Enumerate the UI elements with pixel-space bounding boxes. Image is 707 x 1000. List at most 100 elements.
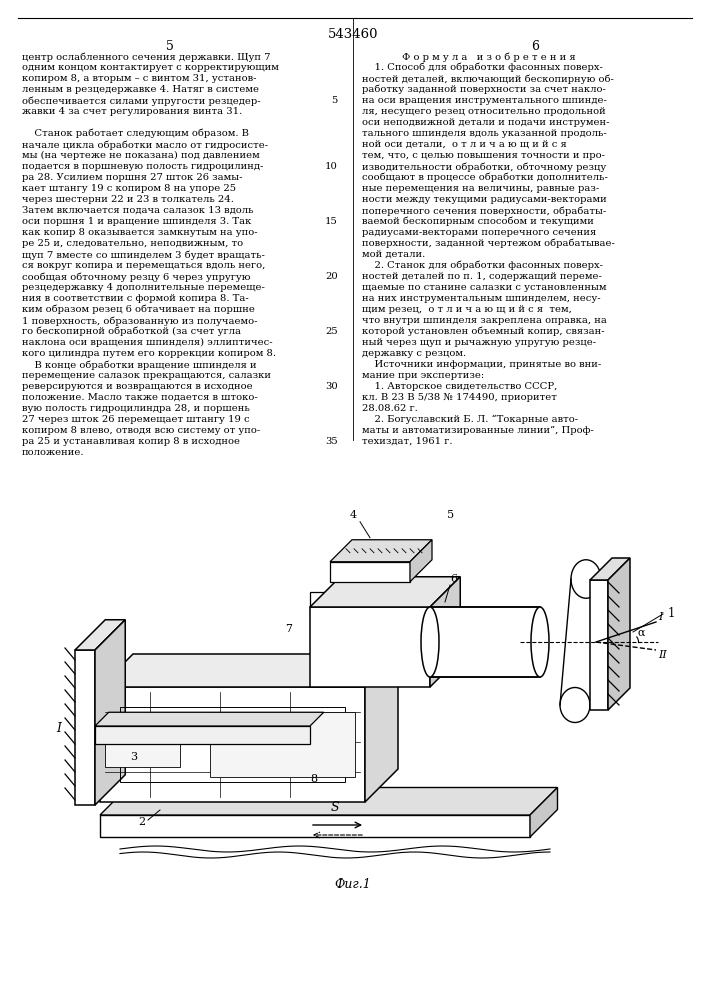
Polygon shape bbox=[75, 650, 95, 805]
Ellipse shape bbox=[421, 607, 439, 677]
Text: I: I bbox=[658, 612, 662, 622]
Text: кл. В 23 В 5/38 № 174490, приоритет: кл. В 23 В 5/38 № 174490, приоритет bbox=[362, 393, 557, 402]
Polygon shape bbox=[310, 592, 365, 617]
Text: 35: 35 bbox=[325, 437, 338, 446]
Text: 3: 3 bbox=[130, 752, 137, 762]
Polygon shape bbox=[95, 712, 324, 726]
Polygon shape bbox=[310, 607, 430, 687]
Text: поверхности, заданной чертежом обрабатывае-: поверхности, заданной чертежом обрабатыв… bbox=[362, 239, 615, 248]
Text: Затем включается подача салазок 13 вдоль: Затем включается подача салазок 13 вдоль bbox=[22, 206, 254, 215]
Ellipse shape bbox=[571, 560, 601, 598]
Text: копиром 8 влево, отводя всю систему от упо-: копиром 8 влево, отводя всю систему от у… bbox=[22, 426, 260, 435]
Text: щим резец,  о т л и ч а ю щ и й с я  тем,: щим резец, о т л и ч а ю щ и й с я тем, bbox=[362, 305, 572, 314]
Text: тем, что, с целью повышения точности и про-: тем, что, с целью повышения точности и п… bbox=[362, 151, 605, 160]
Text: Источники информации, принятые во вни-: Источники информации, принятые во вни- bbox=[362, 360, 601, 369]
Text: радиусами-векторами поперечного сечения: радиусами-векторами поперечного сечения bbox=[362, 228, 596, 237]
Text: мы (на чертеже не показана) под давлением: мы (на чертеже не показана) под давление… bbox=[22, 151, 259, 160]
Text: сообщают в процессе обработки дополнитель-: сообщают в процессе обработки дополнител… bbox=[362, 173, 608, 182]
Text: резцедержавку 4 дополнительные перемеще-: резцедержавку 4 дополнительные перемеще- bbox=[22, 283, 265, 292]
Text: ля, несущего резец относительно продольной: ля, несущего резец относительно продольн… bbox=[362, 107, 606, 116]
Text: на них инструментальным шпинделем, несу-: на них инструментальным шпинделем, несу- bbox=[362, 294, 601, 303]
Text: 15: 15 bbox=[325, 217, 338, 226]
Polygon shape bbox=[590, 558, 630, 580]
Text: ким образом резец 6 обтачивает на поршне: ким образом резец 6 обтачивает на поршне bbox=[22, 305, 255, 314]
Text: державку с резцом.: державку с резцом. bbox=[362, 349, 466, 358]
Text: начале цикла обработки масло от гидросисте-: начале цикла обработки масло от гидросис… bbox=[22, 140, 268, 149]
Text: 6: 6 bbox=[450, 574, 457, 584]
Text: перемещение салазок прекращаются, салазки: перемещение салазок прекращаются, салазк… bbox=[22, 371, 271, 380]
Text: сообщая обточному резцу 6 через упругую: сообщая обточному резцу 6 через упругую bbox=[22, 272, 250, 282]
Text: что внутри шпинделя закреплена оправка, на: что внутри шпинделя закреплена оправка, … bbox=[362, 316, 607, 325]
Polygon shape bbox=[100, 788, 558, 815]
Text: которой установлен объемный копир, связан-: которой установлен объемный копир, связа… bbox=[362, 327, 604, 336]
Text: 2: 2 bbox=[138, 817, 145, 827]
Polygon shape bbox=[330, 562, 410, 582]
Text: щаемые по станине салазки с установленным: щаемые по станине салазки с установленны… bbox=[362, 283, 607, 292]
Text: оси поршня 1 и вращение шпинделя 3. Так: оси поршня 1 и вращение шпинделя 3. Так bbox=[22, 217, 252, 226]
Text: копиром 8, а вторым – с винтом 31, установ-: копиром 8, а вторым – с винтом 31, устан… bbox=[22, 74, 257, 83]
Polygon shape bbox=[310, 577, 460, 607]
Polygon shape bbox=[430, 607, 540, 677]
Text: ния в соответствии с формой копира 8. Та-: ния в соответствии с формой копира 8. Та… bbox=[22, 294, 249, 303]
Polygon shape bbox=[105, 722, 180, 767]
Polygon shape bbox=[210, 712, 355, 777]
Text: 10: 10 bbox=[325, 162, 338, 171]
Text: 1. Авторское свидетельство СССР,: 1. Авторское свидетельство СССР, bbox=[362, 382, 557, 391]
Text: ный через щуп и рычажную упругую резце-: ный через щуп и рычажную упругую резце- bbox=[362, 338, 596, 347]
Text: одним концом контактирует с корректирующим: одним концом контактирует с корректирующ… bbox=[22, 63, 279, 72]
Text: техиздат, 1961 г.: техиздат, 1961 г. bbox=[362, 437, 452, 446]
Text: на оси вращения инструментального шпинде-: на оси вращения инструментального шпинде… bbox=[362, 96, 607, 105]
Polygon shape bbox=[95, 620, 125, 805]
Ellipse shape bbox=[560, 688, 590, 722]
Text: наклона оси вращения шпинделя) эллиптичес-: наклона оси вращения шпинделя) эллиптиче… bbox=[22, 338, 273, 347]
Text: тального шпинделя вдоль указанной продоль-: тального шпинделя вдоль указанной продол… bbox=[362, 129, 607, 138]
Polygon shape bbox=[95, 726, 310, 744]
Text: В конце обработки вращение шпинделя и: В конце обработки вращение шпинделя и bbox=[22, 360, 257, 369]
Text: ленным в резцедержавке 4. Натяг в системе: ленным в резцедержавке 4. Натяг в систем… bbox=[22, 85, 259, 94]
Text: 8: 8 bbox=[310, 774, 317, 784]
Text: поперечного сечения поверхности, обрабаты-: поперечного сечения поверхности, обрабат… bbox=[362, 206, 606, 216]
Text: 1. Способ для обработки фасонных поверх-: 1. Способ для обработки фасонных поверх- bbox=[362, 63, 603, 73]
Text: 30: 30 bbox=[325, 382, 338, 391]
Text: 5: 5 bbox=[166, 40, 174, 53]
Text: 20: 20 bbox=[325, 272, 338, 281]
Text: ра 28. Усилием поршня 27 шток 26 замы-: ра 28. Усилием поршня 27 шток 26 замы- bbox=[22, 173, 243, 182]
Text: го бескопирной обработкой (за счет угла: го бескопирной обработкой (за счет угла bbox=[22, 327, 241, 336]
Text: подается в поршневую полость гидроцилинд-: подается в поршневую полость гидроцилинд… bbox=[22, 162, 264, 171]
Text: 27 через шток 26 перемещает штангу 19 с: 27 через шток 26 перемещает штангу 19 с bbox=[22, 415, 250, 424]
Text: ностей деталей по п. 1, содержащий переме-: ностей деталей по п. 1, содержащий перем… bbox=[362, 272, 602, 281]
Text: S: S bbox=[331, 801, 339, 814]
Text: оси неподвижной детали и подачи инструмен-: оси неподвижной детали и подачи инструме… bbox=[362, 118, 609, 127]
Polygon shape bbox=[100, 815, 530, 837]
Text: II: II bbox=[658, 650, 667, 660]
Text: щуп 7 вместе со шпинделем 3 будет вращать-: щуп 7 вместе со шпинделем 3 будет вращат… bbox=[22, 250, 265, 259]
Polygon shape bbox=[75, 620, 125, 650]
Text: I: I bbox=[57, 722, 62, 734]
Text: 1 поверхность, образованную из получаемо-: 1 поверхность, образованную из получаемо… bbox=[22, 316, 257, 326]
Text: мой детали.: мой детали. bbox=[362, 250, 425, 259]
Polygon shape bbox=[608, 558, 630, 710]
Text: 2. Станок для обработки фасонных поверх-: 2. Станок для обработки фасонных поверх- bbox=[362, 261, 603, 270]
Text: обеспечивается силами упругости резцедер-: обеспечивается силами упругости резцедер… bbox=[22, 96, 261, 105]
Text: через шестерни 22 и 23 в толкатель 24.: через шестерни 22 и 23 в толкатель 24. bbox=[22, 195, 234, 204]
Polygon shape bbox=[330, 540, 432, 562]
Text: 4: 4 bbox=[350, 510, 357, 520]
Text: 2. Богуславский Б. Л. “Токарные авто-: 2. Богуславский Б. Л. “Токарные авто- bbox=[362, 415, 578, 424]
Text: ваемой бескопирным способом и текущими: ваемой бескопирным способом и текущими bbox=[362, 217, 594, 227]
Polygon shape bbox=[430, 577, 460, 687]
Text: реверсируются и возвращаются в исходное: реверсируются и возвращаются в исходное bbox=[22, 382, 252, 391]
Text: α: α bbox=[638, 628, 645, 638]
Polygon shape bbox=[365, 654, 398, 802]
Text: мание при экспертизе:: мание при экспертизе: bbox=[362, 371, 484, 380]
Text: Ф о р м у л а   и з о б р е т е н и я: Ф о р м у л а и з о б р е т е н и я bbox=[402, 52, 575, 62]
Text: кает штангу 19 с копиром 8 на упоре 25: кает штангу 19 с копиром 8 на упоре 25 bbox=[22, 184, 236, 193]
Text: ностей деталей, включающий бескопирную об-: ностей деталей, включающий бескопирную о… bbox=[362, 74, 614, 84]
Text: вую полость гидроцилиндра 28, и поршень: вую полость гидроцилиндра 28, и поршень bbox=[22, 404, 250, 413]
Text: 543460: 543460 bbox=[328, 28, 378, 41]
Text: изводительности обработки, обточному резцу: изводительности обработки, обточному рез… bbox=[362, 162, 606, 172]
Text: маты и автоматизированные линии”, Проф-: маты и автоматизированные линии”, Проф- bbox=[362, 426, 594, 435]
Polygon shape bbox=[410, 540, 432, 582]
Text: 5: 5 bbox=[332, 96, 338, 105]
Polygon shape bbox=[590, 580, 608, 710]
Text: жавки 4 за счет регулирования винта 31.: жавки 4 за счет регулирования винта 31. bbox=[22, 107, 243, 116]
